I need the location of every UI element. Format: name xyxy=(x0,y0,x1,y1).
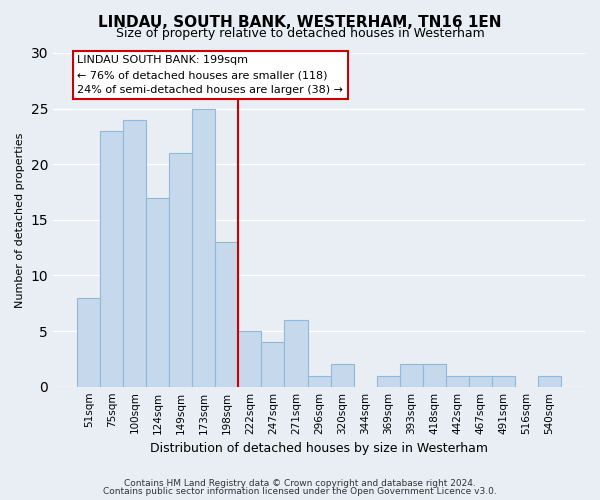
Text: LINDAU, SOUTH BANK, WESTERHAM, TN16 1EN: LINDAU, SOUTH BANK, WESTERHAM, TN16 1EN xyxy=(98,15,502,30)
Bar xyxy=(146,198,169,386)
Bar xyxy=(100,131,123,386)
Bar xyxy=(262,342,284,386)
Bar xyxy=(492,376,515,386)
Text: Size of property relative to detached houses in Westerham: Size of property relative to detached ho… xyxy=(116,28,484,40)
Bar xyxy=(422,364,446,386)
Bar xyxy=(215,242,238,386)
Bar xyxy=(238,331,262,386)
Bar xyxy=(538,376,561,386)
Bar xyxy=(400,364,422,386)
X-axis label: Distribution of detached houses by size in Westerham: Distribution of detached houses by size … xyxy=(150,442,488,455)
Bar xyxy=(123,120,146,386)
Bar xyxy=(469,376,492,386)
Y-axis label: Number of detached properties: Number of detached properties xyxy=(15,132,25,308)
Text: Contains HM Land Registry data © Crown copyright and database right 2024.: Contains HM Land Registry data © Crown c… xyxy=(124,478,476,488)
Bar xyxy=(377,376,400,386)
Text: LINDAU SOUTH BANK: 199sqm
← 76% of detached houses are smaller (118)
24% of semi: LINDAU SOUTH BANK: 199sqm ← 76% of detac… xyxy=(77,55,343,95)
Bar xyxy=(331,364,353,386)
Bar xyxy=(193,108,215,386)
Bar xyxy=(446,376,469,386)
Bar xyxy=(169,153,193,386)
Bar xyxy=(77,298,100,386)
Bar xyxy=(308,376,331,386)
Bar xyxy=(284,320,308,386)
Text: Contains public sector information licensed under the Open Government Licence v3: Contains public sector information licen… xyxy=(103,487,497,496)
